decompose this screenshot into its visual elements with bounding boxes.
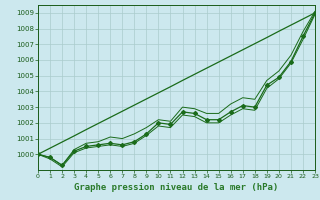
- X-axis label: Graphe pression niveau de la mer (hPa): Graphe pression niveau de la mer (hPa): [74, 183, 279, 192]
